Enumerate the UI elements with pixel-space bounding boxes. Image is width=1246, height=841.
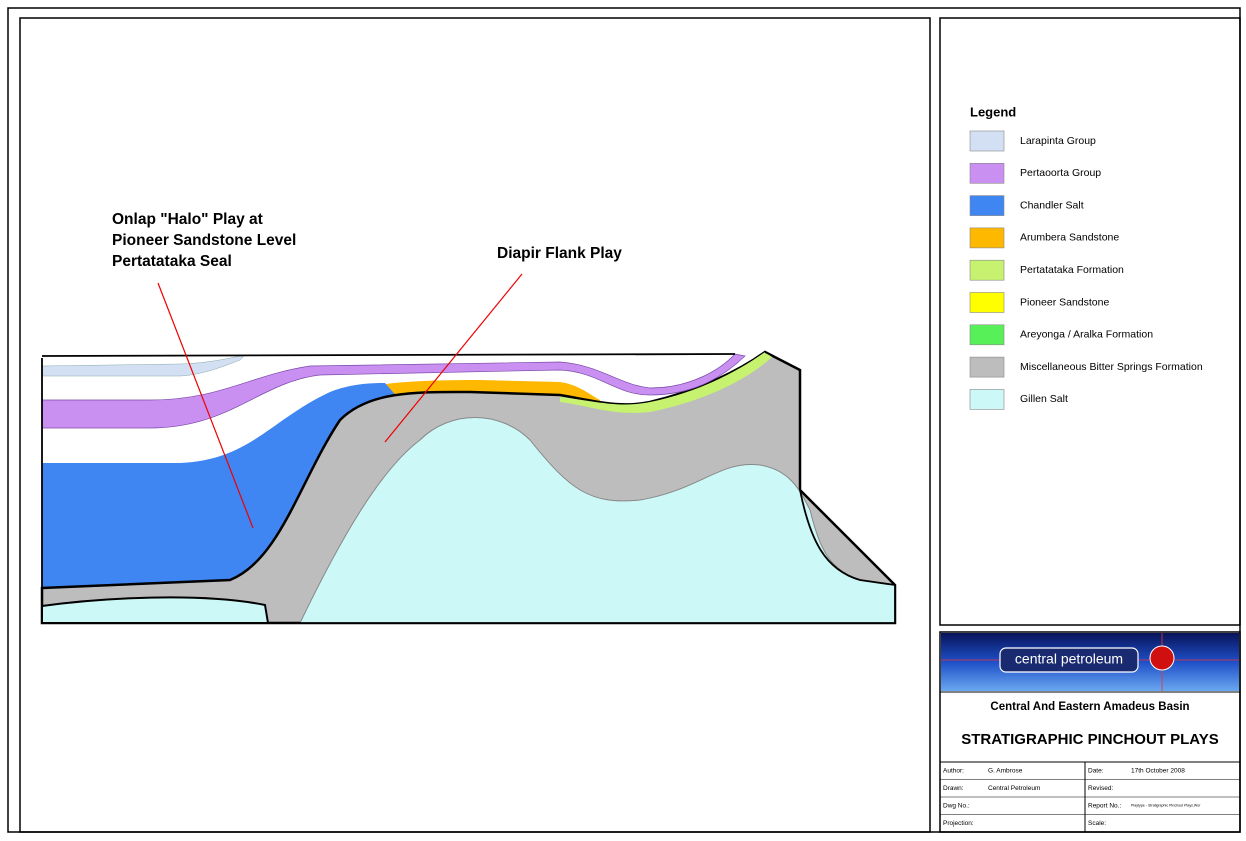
legend-panel [939, 17, 1241, 626]
field-label: Date: [1088, 767, 1104, 774]
annotation: Pioneer Sandstone Level [112, 232, 296, 249]
legend-swatch [969, 163, 1005, 184]
legend-swatch [969, 356, 1005, 378]
legend-label: Arumbera Sandstone [1020, 232, 1119, 244]
legend-swatch [969, 292, 1005, 313]
field-value: 17th October 2008 [1131, 767, 1185, 774]
layer [41, 354, 246, 377]
legend-title: Legend [970, 104, 1016, 119]
field-label: Report No.: [1088, 802, 1121, 809]
annotation: Diapir Flank Play [497, 245, 622, 262]
legend-label: Areyonga / Aralka Formation [1020, 329, 1153, 341]
layer [560, 352, 772, 413]
layer [299, 417, 896, 624]
field-value: G. Ambrose [988, 767, 1023, 774]
legend-label: Pertatataka Formation [1020, 264, 1124, 276]
title: STRATIGRAPHIC PINCHOUT PLAYS [961, 731, 1219, 748]
pointer-line [157, 282, 254, 529]
subtitle: Central And Eastern Amadeus Basin [990, 701, 1189, 713]
pointer-line [384, 273, 523, 443]
legend-swatch [969, 130, 1005, 152]
field-label: Projection: [943, 820, 974, 827]
field-label: Drawn: [943, 785, 964, 792]
section-panel [19, 17, 931, 833]
field-value: Central Petroleum [988, 785, 1040, 792]
legend-swatch [969, 259, 1005, 281]
legend-label: Chandler Salt [1020, 199, 1084, 211]
legend-swatch [969, 195, 1005, 216]
legend-swatch [969, 389, 1005, 410]
title-block: central petroleum Central And Eastern Am… [939, 631, 1241, 833]
field-label: Scale: [1088, 820, 1106, 827]
logo-box [999, 647, 1139, 673]
logo-icon [1149, 645, 1175, 671]
fields-table: Author: G. Ambrose Date: 17th October 2008 D… [940, 761, 1240, 832]
legend: Larapinta Group Pertaoorta Group Chandler … [969, 130, 1203, 410]
legend-swatch [969, 227, 1005, 249]
legend-label: Larapinta Group [1020, 135, 1096, 147]
field-value: Playtype - Stratigraphic Pinchout Plays.… [1131, 804, 1201, 808]
layer [41, 596, 270, 624]
annotation: Onlap "Halo" Play at [112, 211, 263, 228]
legend-label: Gillen Salt [1020, 393, 1068, 405]
section-outline [41, 351, 896, 624]
legend-label: Pertaoorta Group [1020, 167, 1101, 179]
title-block-frame [939, 631, 1241, 833]
legend-label: Miscellaneous Bitter Springs Formation [1020, 361, 1203, 373]
company-name: central petroleum [1015, 651, 1123, 667]
field-label: Dwg No.: [943, 802, 970, 809]
cross-section [40, 273, 897, 625]
field-label: Author: [943, 767, 964, 774]
legend-swatch [969, 324, 1005, 346]
annotations: Onlap "Halo" Play at Pioneer Sandstone Le… [112, 211, 622, 270]
legend-label: Pioneer Sandstone [1020, 296, 1109, 308]
layer [41, 353, 746, 429]
annotation: Pertatataka Seal [112, 253, 232, 270]
field-label: Revised: [1088, 785, 1113, 792]
